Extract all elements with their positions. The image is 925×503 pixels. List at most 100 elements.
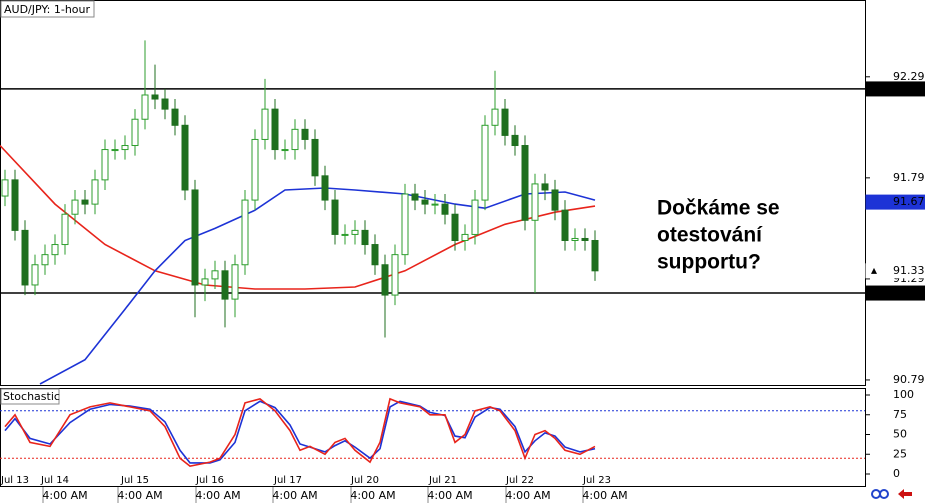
candle (391, 244, 399, 306)
candle-body (161, 98, 169, 110)
price-label: 91.33 (893, 264, 925, 277)
x-time-label: 4:00 AM (272, 489, 317, 502)
candle (361, 220, 369, 255)
moving-average (39, 187, 596, 385)
candle-body (111, 149, 119, 152)
stochastic-title: Stochastic (3, 390, 60, 403)
candle (271, 99, 279, 160)
candle-body (201, 278, 209, 286)
candle-body (571, 237, 579, 241)
candle-body (521, 145, 529, 221)
candle-body (371, 244, 379, 266)
moving-average (0, 144, 596, 290)
candle (521, 135, 529, 231)
x-time-label: 4:00 AM (42, 489, 87, 502)
candle-body (471, 199, 479, 235)
x-time-label: 4:00 AM (582, 489, 627, 502)
x-date-label: Jul 15 (120, 475, 149, 486)
candle (11, 169, 19, 241)
candle-body (461, 233, 469, 241)
candle (81, 189, 89, 215)
stochastic-line (4, 397, 596, 467)
x-date-label: Jul 20 (350, 475, 379, 486)
candle (101, 139, 109, 190)
candle-body (561, 209, 569, 241)
candle-body (541, 183, 549, 191)
candle-body (321, 175, 329, 201)
candle (371, 234, 379, 275)
candle-body (421, 199, 429, 205)
candle (541, 173, 549, 201)
x-date-label: Jul 16 (195, 475, 224, 486)
candle-body (41, 254, 49, 266)
candle (461, 224, 469, 251)
candle-body (301, 128, 309, 140)
link-icon-2[interactable] (879, 489, 889, 499)
candle-body (341, 233, 349, 236)
candle-body (551, 189, 559, 211)
candle-body (581, 237, 589, 241)
candle (401, 183, 409, 265)
candle (431, 194, 439, 215)
candle-body (401, 193, 409, 256)
main-panel (0, 0, 866, 386)
candle (441, 194, 449, 225)
candle (141, 40, 149, 130)
y-tick-label: 90.79 (893, 373, 925, 386)
candle-body (1, 179, 9, 197)
chart-title: AUD/JPY: 1-hour (4, 3, 90, 16)
candle-body (141, 94, 149, 120)
candle (151, 64, 159, 110)
candle-body (191, 189, 199, 286)
candle (121, 135, 129, 160)
y-tick-label: 50 (893, 428, 907, 441)
link-icon[interactable] (871, 489, 881, 499)
candle-body (481, 124, 489, 201)
y-tick-label: 75 (893, 408, 907, 421)
candle-body (591, 239, 599, 272)
price-label: 92.23 (893, 82, 925, 95)
candle-body (311, 138, 319, 177)
stochastic-title-box (0, 388, 60, 405)
x-time-label: 4:00 AM (195, 489, 240, 502)
candle-body (131, 118, 139, 147)
candle (211, 260, 219, 290)
candle (381, 254, 389, 338)
candle (51, 234, 59, 265)
candle-body (361, 229, 369, 246)
x-date-label: Jul 14 (40, 475, 69, 486)
candle-body (501, 108, 509, 136)
arrow-icon[interactable] (898, 489, 912, 499)
candle-body (431, 203, 439, 206)
candle (571, 228, 579, 251)
candle (281, 139, 289, 160)
candle-body (51, 244, 59, 256)
candle-body (331, 199, 339, 235)
candle-body (11, 179, 19, 231)
candle-body (531, 183, 539, 221)
y-tick-label: 0 (893, 467, 900, 480)
candle-body (101, 149, 109, 181)
stochastic-panel (0, 388, 866, 487)
candle-body (281, 149, 289, 152)
candle-body (121, 145, 129, 151)
price-label-box (865, 285, 925, 301)
candle-body (151, 94, 159, 100)
candle (71, 189, 79, 225)
stochastic-line (4, 400, 596, 464)
candle (491, 70, 499, 136)
annotation: supportu? (657, 251, 761, 274)
candle (91, 169, 99, 215)
x-date-label: Jul 22 (505, 475, 534, 486)
toolbar-icons[interactable] (871, 489, 912, 499)
candle-body (271, 108, 279, 151)
candle (561, 200, 569, 251)
price-label: 91.67 (893, 195, 925, 208)
candle-body (291, 128, 299, 151)
candle (321, 165, 329, 211)
candle-body (181, 124, 189, 191)
candle (41, 244, 49, 275)
y-tick-label: 25 (893, 447, 907, 460)
candle (591, 230, 599, 281)
